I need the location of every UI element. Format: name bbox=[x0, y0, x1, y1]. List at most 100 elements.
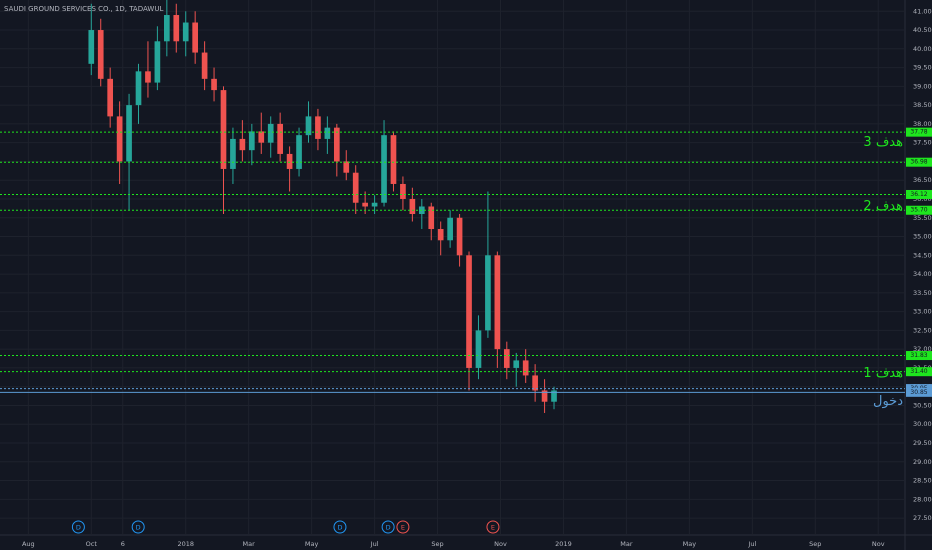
candle-body bbox=[437, 229, 444, 241]
level-label: 36.12 bbox=[910, 191, 927, 198]
level-label-box bbox=[906, 189, 932, 199]
event-marker bbox=[396, 520, 410, 534]
candle-body bbox=[541, 390, 548, 402]
candle-body bbox=[192, 22, 198, 53]
candle-body bbox=[362, 202, 368, 207]
y-tick-label: 27.50 bbox=[913, 514, 932, 522]
candle-body bbox=[456, 217, 463, 256]
candle-body bbox=[532, 375, 538, 391]
candle-body bbox=[97, 30, 104, 79]
level-label: 37.78 bbox=[910, 129, 927, 136]
candle-body bbox=[126, 105, 132, 162]
y-tick-label: 32.50 bbox=[913, 326, 932, 334]
level-label: 31.83 bbox=[910, 352, 927, 359]
candle-body bbox=[116, 116, 123, 162]
y-tick-label: 40.50 bbox=[913, 26, 932, 34]
annotation: دخول bbox=[873, 394, 903, 409]
y-tick-label: 38.50 bbox=[913, 101, 932, 109]
x-tick-label: Nov bbox=[872, 540, 885, 548]
x-tick-label: 2019 bbox=[555, 540, 572, 548]
candle-body bbox=[447, 217, 453, 241]
level-label-box bbox=[906, 127, 932, 137]
event-marker bbox=[71, 520, 85, 534]
candle-body bbox=[305, 116, 312, 136]
x-tick-label: Jul bbox=[370, 540, 379, 548]
candle-body bbox=[107, 78, 114, 117]
event-marker bbox=[131, 520, 145, 534]
y-tick-label: 28.50 bbox=[913, 477, 932, 485]
y-tick-label: 33.00 bbox=[913, 308, 932, 316]
candle-body bbox=[230, 138, 236, 169]
x-tick-label: 2018 bbox=[177, 540, 194, 548]
candle-body bbox=[522, 360, 529, 376]
chart-title: SAUDI GROUND SERVICES CO., 1D, TADAWUL bbox=[4, 5, 163, 13]
event-label: D bbox=[136, 524, 141, 532]
candle-body bbox=[390, 135, 397, 184]
candle-body bbox=[381, 135, 387, 203]
candle-body bbox=[296, 135, 302, 169]
event-label: D bbox=[386, 524, 391, 532]
candle-body bbox=[277, 123, 283, 154]
level-label: 36.98 bbox=[910, 159, 927, 166]
y-tick-label: 39.50 bbox=[913, 64, 932, 72]
candle-body bbox=[173, 15, 180, 42]
candle-body bbox=[400, 183, 406, 199]
level-label-box bbox=[906, 205, 932, 215]
y-tick-label: 37.50 bbox=[913, 139, 932, 147]
y-tick-label: 28.00 bbox=[913, 495, 932, 503]
event-marker bbox=[486, 520, 500, 534]
y-tick-label: 29.00 bbox=[913, 458, 932, 466]
x-tick-label: May bbox=[305, 540, 319, 548]
event-marker bbox=[381, 520, 395, 534]
level-label-box bbox=[906, 367, 932, 377]
x-tick-label: Nov bbox=[494, 540, 507, 548]
y-tick-label: 38.00 bbox=[913, 120, 932, 128]
candle-body bbox=[494, 255, 501, 350]
candle-body bbox=[333, 127, 340, 162]
candle-body bbox=[258, 131, 265, 143]
candle-body bbox=[428, 206, 435, 230]
candle-body bbox=[182, 22, 189, 42]
candle-body bbox=[503, 349, 510, 368]
candle-body bbox=[88, 30, 95, 64]
level-label: 35.70 bbox=[910, 207, 927, 214]
y-tick-label: 39.00 bbox=[913, 82, 932, 90]
candle-body bbox=[409, 198, 416, 214]
candle-body bbox=[286, 153, 293, 169]
x-tick-label: Sep bbox=[809, 540, 821, 548]
annotation: هدف 1 bbox=[863, 366, 903, 381]
candle-body bbox=[211, 78, 217, 91]
candle-body bbox=[343, 161, 350, 173]
y-tick-label: 30.50 bbox=[913, 401, 932, 409]
candle-body bbox=[135, 71, 142, 106]
candle-body bbox=[164, 15, 170, 42]
event-label: D bbox=[76, 524, 81, 532]
y-tick-label: 29.50 bbox=[913, 439, 932, 447]
level-label: 30.85 bbox=[910, 389, 927, 396]
candle-body bbox=[475, 330, 482, 368]
candle-body bbox=[145, 71, 151, 83]
candle-body bbox=[466, 255, 472, 368]
y-tick-label: 35.50 bbox=[913, 214, 932, 222]
candle-body bbox=[248, 131, 255, 151]
event-marker bbox=[333, 520, 347, 534]
y-tick-label: 30.00 bbox=[913, 420, 932, 428]
y-tick-label: 41.00 bbox=[913, 7, 932, 15]
y-tick-label: 32.00 bbox=[913, 345, 932, 353]
level-label-box bbox=[906, 157, 932, 167]
candle-body bbox=[324, 127, 331, 139]
level-label-box bbox=[906, 351, 932, 361]
event-label: E bbox=[491, 524, 495, 532]
candle-body bbox=[551, 390, 557, 402]
candle-body bbox=[315, 116, 321, 139]
event-label: D bbox=[337, 524, 342, 532]
x-tick-label: Mar bbox=[243, 540, 256, 548]
candle-body bbox=[154, 41, 161, 83]
plot bbox=[0, 0, 905, 413]
grid bbox=[0, 0, 905, 535]
candle-body bbox=[201, 52, 208, 79]
x-tick-label: May bbox=[683, 540, 697, 548]
annotation: هدف 2 bbox=[863, 199, 903, 214]
